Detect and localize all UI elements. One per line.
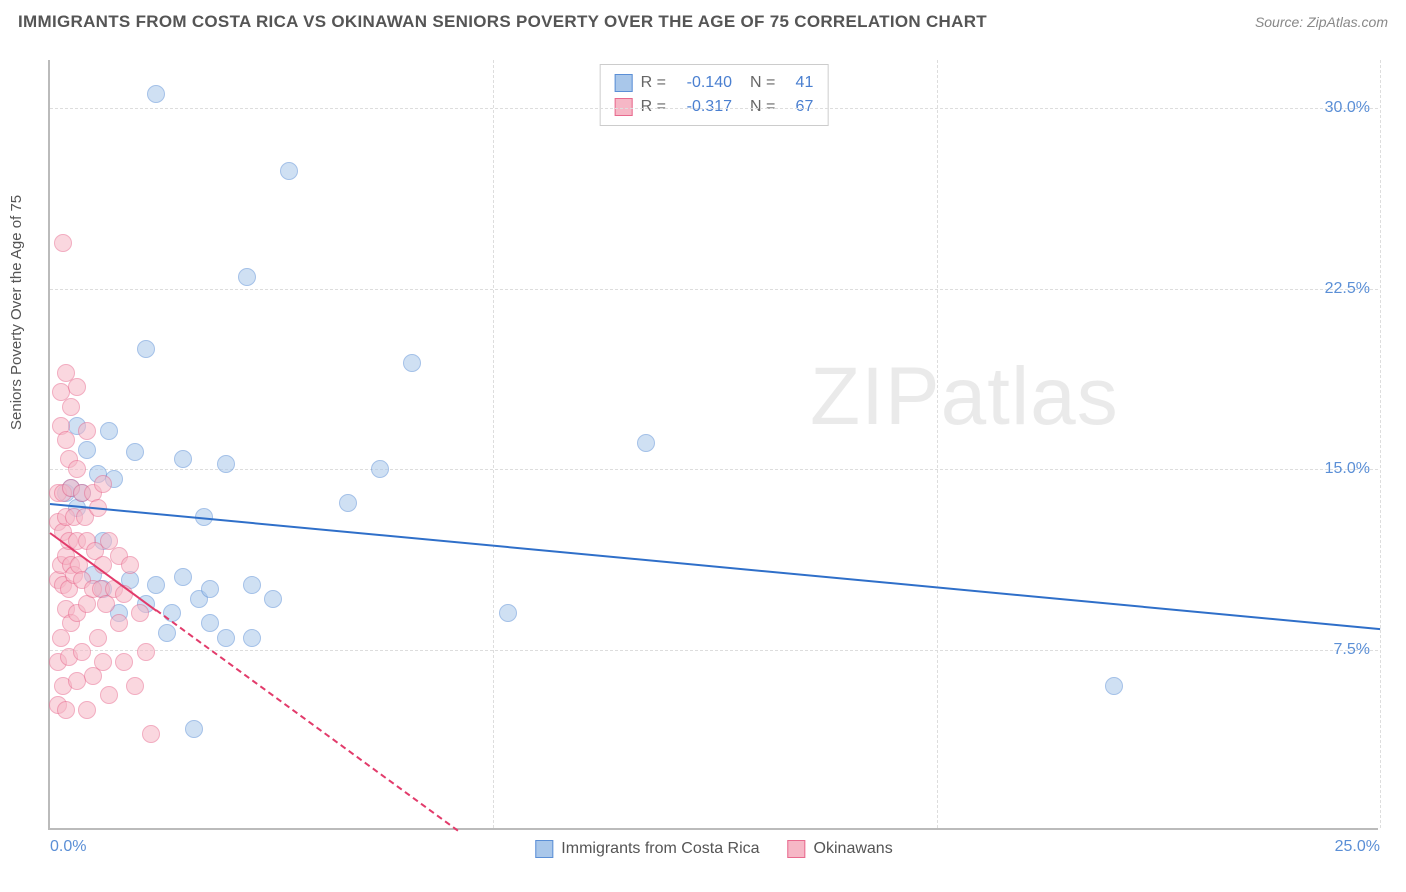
grid-line-h [50,650,1378,651]
legend-swatch [615,98,633,116]
data-point [73,643,91,661]
data-point [94,653,112,671]
data-point [78,422,96,440]
watermark: ZIPatlas [810,350,1119,444]
data-point [68,460,86,478]
data-point [637,434,655,452]
data-point [158,624,176,642]
data-point [201,580,219,598]
legend-row: R = -0.317 N = 67 [615,95,814,119]
data-point [238,268,256,286]
y-tick-label: 30.0% [1325,99,1370,117]
data-point [137,643,155,661]
data-point [57,431,75,449]
grid-line-h [50,289,1378,290]
r-value: -0.140 [674,71,732,95]
data-point [1105,677,1123,695]
legend-label: Okinawans [814,840,893,858]
data-point [147,576,165,594]
data-point [142,725,160,743]
data-point [54,234,72,252]
legend-swatch [535,840,553,858]
x-tick-label: 0.0% [50,838,86,856]
data-point [115,653,133,671]
data-point [121,556,139,574]
data-point [89,629,107,647]
legend-label: Immigrants from Costa Rica [561,840,759,858]
data-point [185,720,203,738]
n-value: 41 [783,71,813,95]
r-label: R = [641,95,666,119]
chart-title: IMMIGRANTS FROM COSTA RICA VS OKINAWAN S… [18,12,987,32]
grid-line-h [50,469,1378,470]
data-point [280,162,298,180]
data-point [371,460,389,478]
data-point [100,422,118,440]
trend-line [156,610,459,832]
source-attribution: Source: ZipAtlas.com [1255,14,1388,30]
data-point [100,686,118,704]
data-point [110,614,128,632]
data-point [243,576,261,594]
legend-row: R = -0.140 N = 41 [615,71,814,95]
data-point [62,398,80,416]
grid-line-v [1380,60,1381,828]
data-point [126,677,144,695]
data-point [131,604,149,622]
data-point [68,378,86,396]
legend-item: Okinawans [788,840,893,858]
trend-line [50,503,1380,630]
data-point [174,450,192,468]
data-point [499,604,517,622]
data-point [147,85,165,103]
scatter-plot-area: ZIPatlas R =-0.140N =41R =-0.317N =67 Im… [48,60,1378,830]
correlation-legend: R = -0.140 N = 41 R = -0.317 N = 67 [600,64,829,126]
x-tick-label: 25.0% [1335,838,1380,856]
n-label: N = [750,71,775,95]
legend-swatch [615,74,633,92]
grid-line-v [493,60,494,828]
data-point [201,614,219,632]
data-point [57,701,75,719]
n-value: 67 [783,95,813,119]
data-point [78,701,96,719]
y-tick-label: 7.5% [1334,641,1370,659]
series-legend: Immigrants from Costa Rica Okinawans [535,840,892,858]
data-point [403,354,421,372]
title-bar: IMMIGRANTS FROM COSTA RICA VS OKINAWAN S… [18,12,1388,32]
data-point [217,455,235,473]
data-point [174,568,192,586]
data-point [78,441,96,459]
data-point [243,629,261,647]
grid-line-h [50,108,1378,109]
data-point [94,475,112,493]
y-axis-label: Seniors Poverty Over the Age of 75 [8,195,25,430]
legend-item: Immigrants from Costa Rica [535,840,759,858]
data-point [137,340,155,358]
grid-line-v [937,60,938,828]
data-point [264,590,282,608]
r-value: -0.317 [674,95,732,119]
data-point [339,494,357,512]
r-label: R = [641,71,666,95]
watermark-bold: ZIP [810,351,941,442]
watermark-light: atlas [941,351,1119,442]
y-tick-label: 15.0% [1325,460,1370,478]
n-label: N = [750,95,775,119]
y-tick-label: 22.5% [1325,280,1370,298]
data-point [126,443,144,461]
legend-swatch [788,840,806,858]
data-point [217,629,235,647]
